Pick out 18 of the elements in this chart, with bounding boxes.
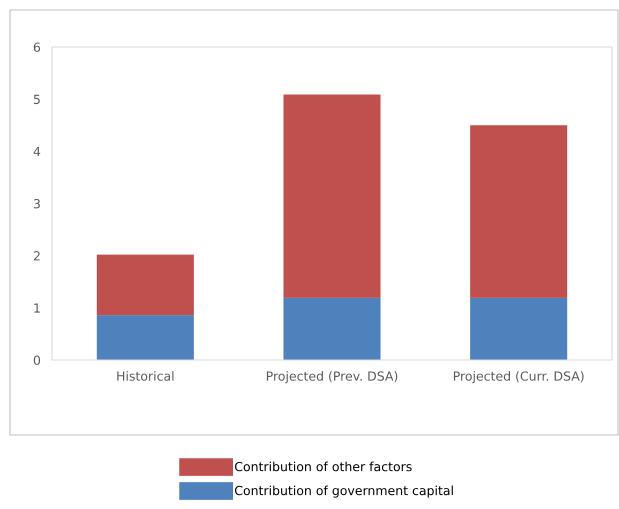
y-tick-label: 4 xyxy=(34,146,40,156)
y-tick-label: 2 xyxy=(34,251,40,260)
bar xyxy=(283,298,381,360)
bar xyxy=(283,94,381,298)
legend-label: Contribution of other factors xyxy=(234,462,412,472)
bar xyxy=(96,254,194,316)
y-tick-label: 6 xyxy=(34,42,40,52)
y-tick-label: 5 xyxy=(34,94,40,104)
x-tick-label: Projected (Curr. DSA) xyxy=(454,371,584,384)
y-tick-label: 1 xyxy=(34,303,40,313)
bar xyxy=(470,125,568,298)
bar xyxy=(96,315,194,360)
y-tick-label: 3 xyxy=(34,198,40,208)
x-tick-label: Projected (Prev. DSA) xyxy=(266,371,398,384)
legend-label: Contribution of government capital xyxy=(234,486,453,498)
y-tick-label: 0 xyxy=(34,355,40,365)
x-tick-label: Historical xyxy=(117,371,174,381)
bar xyxy=(470,298,568,360)
